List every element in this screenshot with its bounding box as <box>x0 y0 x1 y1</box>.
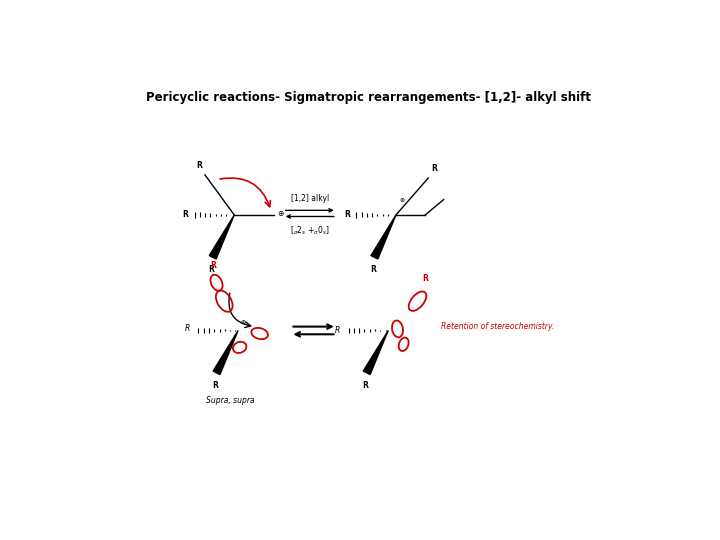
Text: R: R <box>212 381 218 389</box>
Text: R: R <box>422 274 428 283</box>
Polygon shape <box>364 330 388 375</box>
Text: R: R <box>196 161 202 170</box>
Text: R: R <box>431 164 437 173</box>
Text: R: R <box>208 265 214 274</box>
Text: Supra, supra: Supra, supra <box>206 396 255 405</box>
Polygon shape <box>371 215 396 259</box>
Text: [$_{\sigma}$2$_s$ +$_{\sigma}$0$_s$]: [$_{\sigma}$2$_s$ +$_{\sigma}$0$_s$] <box>290 224 330 237</box>
Text: ⊕: ⊕ <box>400 198 405 202</box>
Text: Retention of stereochemistry.: Retention of stereochemistry. <box>441 322 554 331</box>
Polygon shape <box>210 215 234 259</box>
Text: R: R <box>344 211 350 219</box>
Text: R: R <box>185 325 190 333</box>
Text: R: R <box>210 261 217 271</box>
Text: R: R <box>336 326 341 335</box>
Text: R: R <box>362 381 368 389</box>
Text: R: R <box>182 211 188 219</box>
Polygon shape <box>213 330 238 375</box>
Text: ⊕: ⊕ <box>277 209 284 218</box>
Text: [1,2] alkyl: [1,2] alkyl <box>291 194 329 202</box>
Text: ⊕: ⊕ <box>240 320 246 325</box>
Text: R: R <box>370 265 376 274</box>
Text: Pericyclic reactions- Sigmatropic rearrangements- [1,2]- alkyl shift: Pericyclic reactions- Sigmatropic rearra… <box>146 91 592 104</box>
